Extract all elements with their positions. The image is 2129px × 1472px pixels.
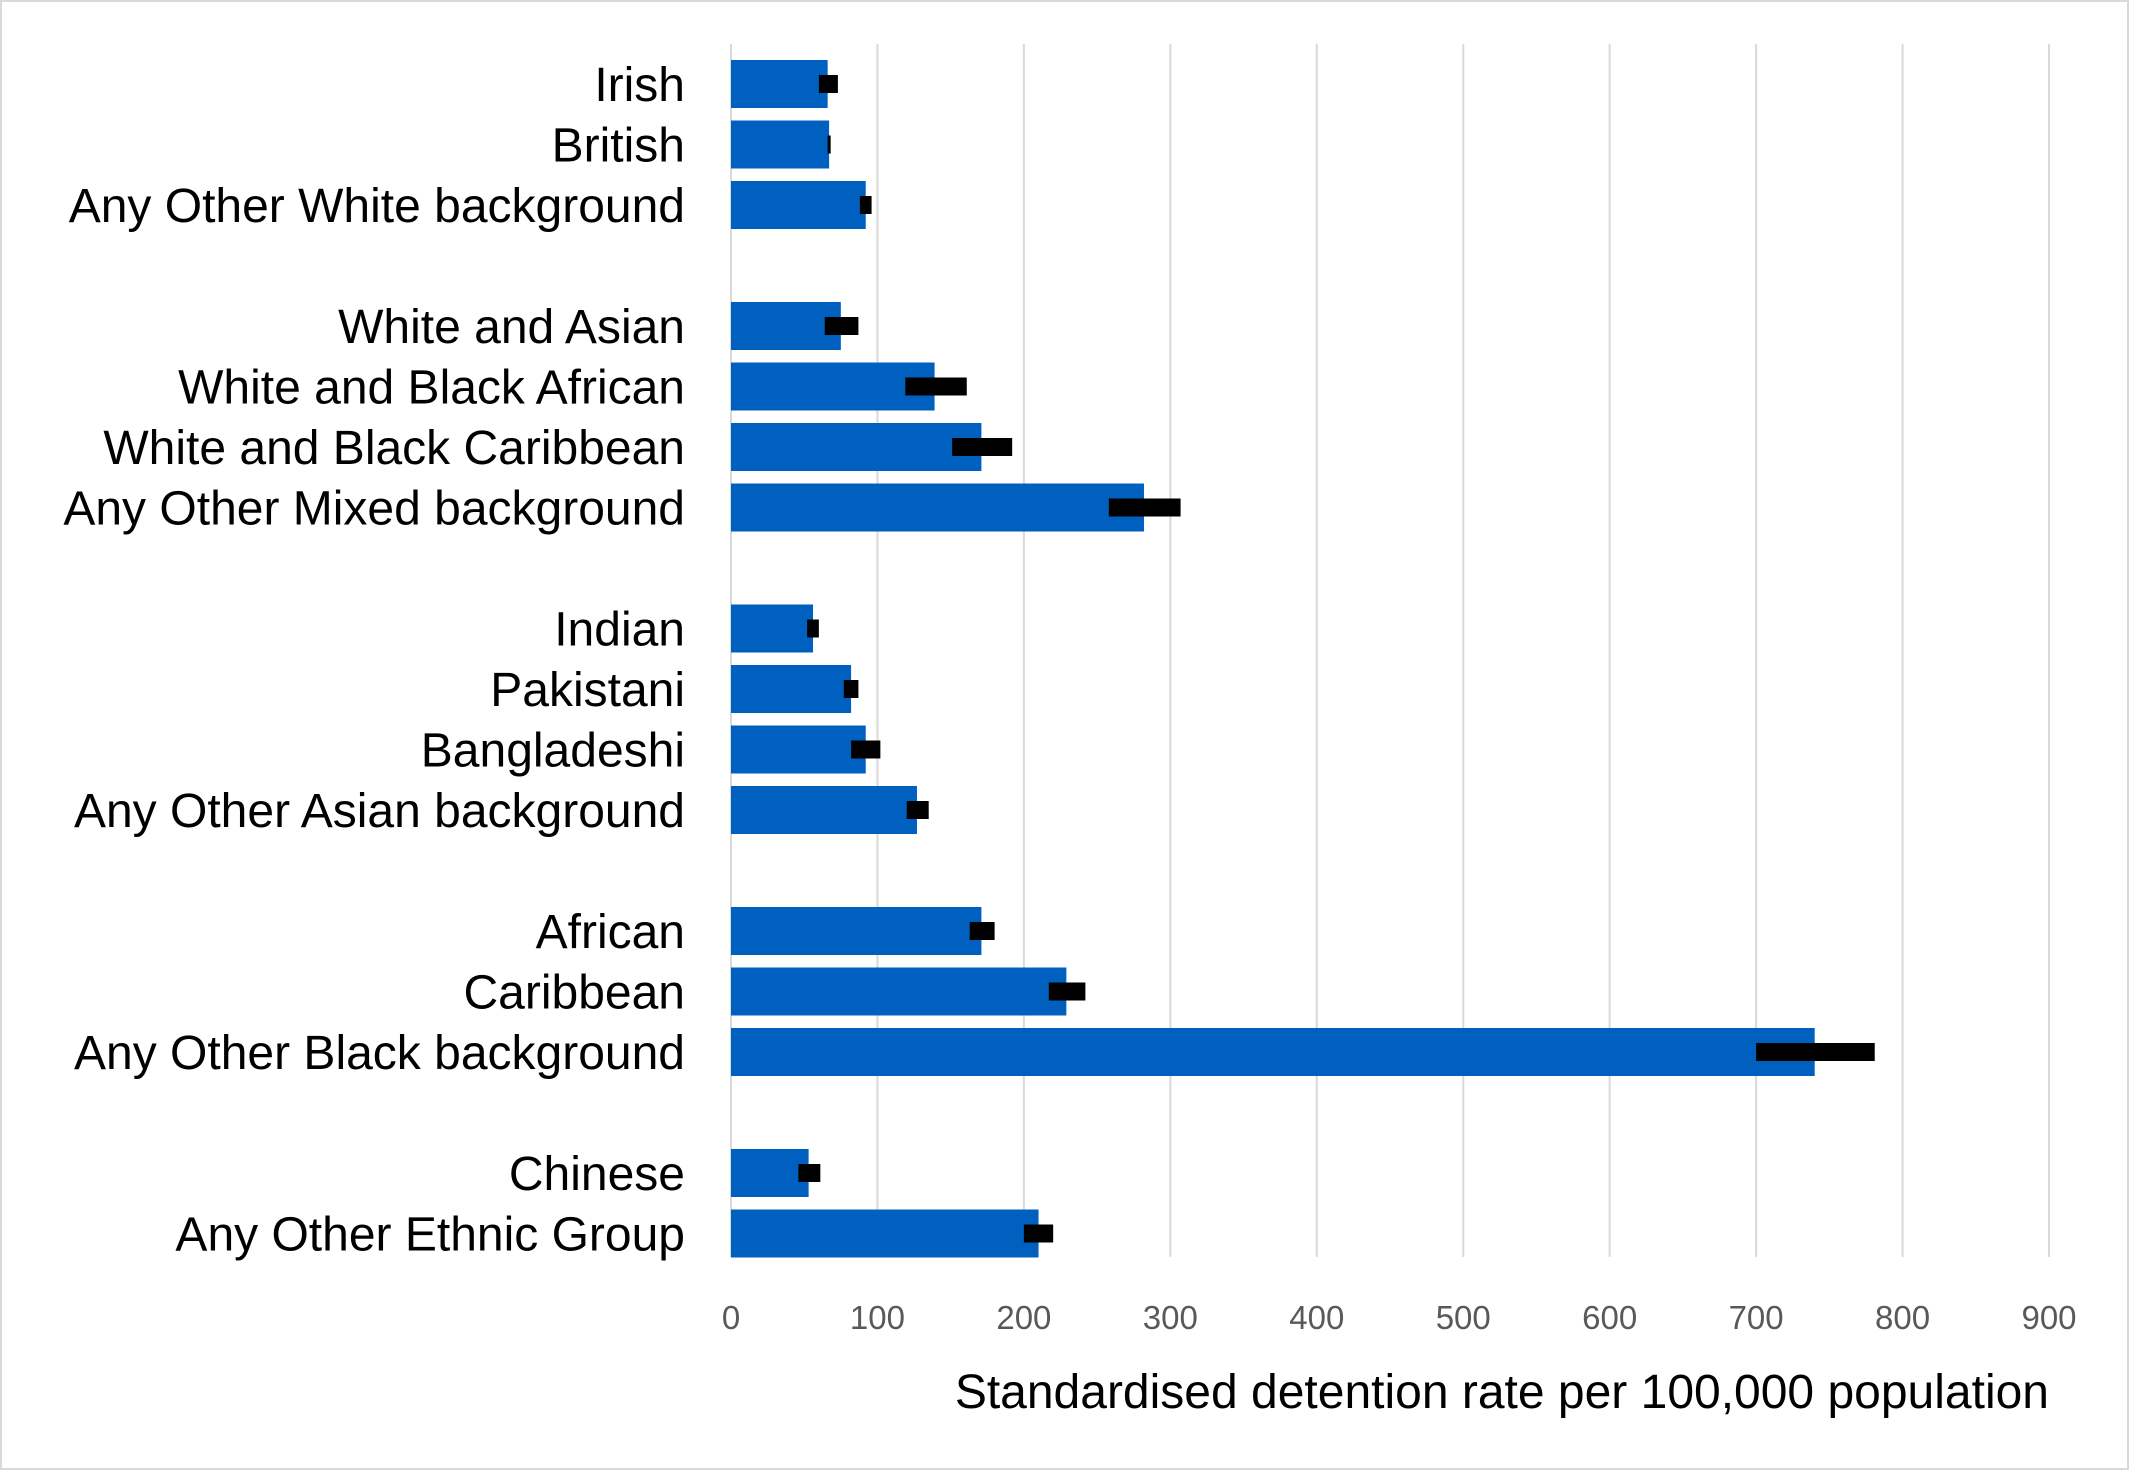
bar-bangladeshi bbox=[731, 725, 866, 774]
category-label-british: British bbox=[552, 120, 685, 173]
gridlines bbox=[730, 44, 2050, 1257]
bar-pakistani bbox=[731, 665, 852, 713]
error-bar-caribbean bbox=[1048, 982, 1086, 1001]
error-bar-any-other-ethnic-group bbox=[1023, 1224, 1054, 1243]
category-label-any-other-white-background: Any Other White background bbox=[69, 180, 685, 233]
x-tick-label-100: 100 bbox=[850, 1299, 905, 1336]
error-bar-irish bbox=[818, 75, 838, 93]
error-bar-african bbox=[969, 922, 995, 940]
error-bar-any-other-mixed-background bbox=[1108, 498, 1181, 517]
category-label-pakistani: Pakistani bbox=[490, 664, 685, 717]
error-bar-british bbox=[827, 135, 831, 154]
bar-british bbox=[731, 120, 830, 169]
category-label-caribbean: Caribbean bbox=[464, 967, 685, 1020]
error-bar-chinese bbox=[798, 1164, 821, 1182]
x-tick-label-200: 200 bbox=[996, 1299, 1051, 1336]
bar-african bbox=[731, 907, 982, 955]
bar-any-other-white-background bbox=[731, 181, 866, 229]
x-tick-label-300: 300 bbox=[1143, 1299, 1198, 1336]
category-label-any-other-black-background: Any Other Black background bbox=[74, 1027, 685, 1080]
x-tick-label-700: 700 bbox=[1729, 1299, 1784, 1336]
bar-chinese bbox=[731, 1149, 809, 1197]
category-label-any-other-mixed-background: Any Other Mixed background bbox=[63, 483, 685, 536]
bar-white-and-black-african bbox=[731, 362, 935, 411]
bar-any-other-asian-background bbox=[731, 786, 917, 834]
x-tick-label-800: 800 bbox=[1875, 1299, 1930, 1336]
error-bar-bangladeshi bbox=[851, 740, 881, 759]
bars bbox=[731, 60, 1815, 1258]
error-bar-any-other-black-background bbox=[1756, 1043, 1875, 1061]
category-label-bangladeshi: Bangladeshi bbox=[421, 725, 685, 778]
error-bar-white-and-black-caribbean bbox=[952, 438, 1013, 456]
category-labels: Irish British Any Other White background Wh… bbox=[63, 59, 685, 1262]
category-label-chinese: Chinese bbox=[509, 1148, 685, 1201]
category-label-indian: Indian bbox=[554, 604, 685, 657]
x-tick-label-0: 0 bbox=[722, 1299, 740, 1336]
category-label-any-other-ethnic-group: Any Other Ethnic Group bbox=[175, 1209, 685, 1262]
error-bar-any-other-asian-background bbox=[906, 801, 929, 819]
bar-irish bbox=[731, 60, 828, 108]
x-tick-label-400: 400 bbox=[1289, 1299, 1344, 1336]
bar-white-and-asian bbox=[731, 302, 841, 350]
error-bar-white-and-black-african bbox=[905, 377, 967, 396]
x-axis-title: Standardised detention rate per 100,000 … bbox=[955, 1366, 2049, 1419]
bar-any-other-ethnic-group bbox=[731, 1209, 1039, 1258]
bar-caribbean bbox=[731, 967, 1067, 1016]
error-bar-indian bbox=[807, 619, 819, 638]
category-label-white-and-black-african: White and Black African bbox=[178, 362, 685, 415]
error-bar-any-other-white-background bbox=[859, 196, 872, 214]
error-bars bbox=[798, 75, 1875, 1243]
category-label-white-and-asian: White and Asian bbox=[338, 301, 685, 354]
bar-any-other-black-background bbox=[731, 1028, 1815, 1076]
category-label-african: African bbox=[536, 906, 685, 959]
error-bar-white-and-asian bbox=[824, 317, 859, 335]
bar-white-and-black-caribbean bbox=[731, 423, 982, 471]
bar-indian bbox=[731, 604, 814, 653]
x-tick-label-500: 500 bbox=[1436, 1299, 1491, 1336]
x-tick-label-600: 600 bbox=[1582, 1299, 1637, 1336]
error-bar-pakistani bbox=[843, 680, 859, 698]
category-label-white-and-black-caribbean: White and Black Caribbean bbox=[103, 422, 685, 475]
category-label-irish: Irish bbox=[594, 59, 685, 112]
category-label-any-other-asian-background: Any Other Asian background bbox=[74, 785, 685, 838]
bar-any-other-mixed-background bbox=[731, 483, 1144, 532]
x-axis-tick-labels: 0 100 200 300 400 500 600 700 800 900 bbox=[722, 1299, 2077, 1336]
x-tick-label-900: 900 bbox=[2021, 1299, 2076, 1336]
